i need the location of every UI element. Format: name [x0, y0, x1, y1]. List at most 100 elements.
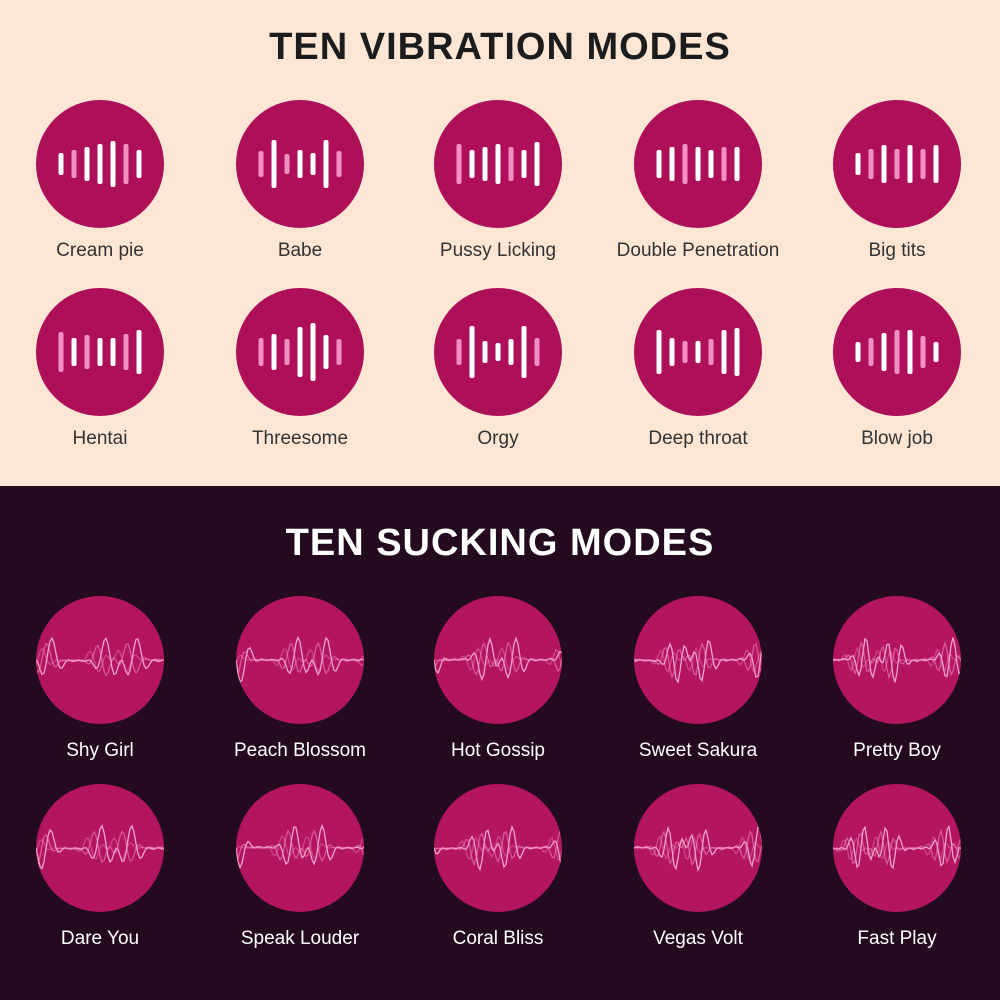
mode-label: Peach Blossom: [233, 740, 366, 761]
equalizer-bars-icon: [833, 288, 961, 416]
waveform-icon: [634, 596, 762, 724]
equalizer-bar: [97, 338, 103, 366]
vibration-mode[interactable]: Orgy: [398, 288, 598, 450]
waveform-line: [236, 647, 364, 673]
vibration-mode[interactable]: Pussy Licking: [398, 100, 598, 262]
waveform-icon: [434, 784, 562, 912]
equalizer-bar: [881, 333, 887, 371]
waveform-line: [434, 835, 562, 861]
equalizer-bar: [920, 336, 926, 368]
equalizer-bar: [894, 149, 900, 179]
sucking-mode[interactable]: Speak Louder: [200, 784, 400, 950]
waveform-line: [634, 825, 762, 873]
equalizer-bar: [310, 323, 316, 381]
equalizer-bar: [855, 342, 861, 362]
mode-label: Pussy Licking: [439, 240, 557, 261]
equalizer-bar: [323, 335, 329, 369]
equalizer-bar: [920, 149, 926, 179]
vibration-mode[interactable]: Hentai: [0, 288, 200, 450]
sucking-mode[interactable]: Fast Play: [797, 784, 997, 950]
sucking-mode[interactable]: Dare You: [0, 784, 200, 950]
vibration-mode[interactable]: Big tits: [797, 100, 997, 262]
equalizer-bar: [123, 334, 129, 370]
equalizer-bar: [933, 145, 939, 183]
waveform-icon: [236, 784, 364, 912]
mode-label: Sweet Sakura: [638, 740, 758, 761]
equalizer-bar: [708, 339, 714, 365]
mode-label: Speak Louder: [240, 928, 360, 949]
vibration-mode[interactable]: Blow job: [797, 288, 997, 450]
waveform-icon: [36, 596, 164, 724]
sucking-mode[interactable]: Coral Bliss: [398, 784, 598, 950]
equalizer-bar: [669, 338, 675, 366]
vibration-mode[interactable]: Cream pie: [0, 100, 200, 262]
equalizer-bar: [297, 327, 303, 377]
mode-label: Blow job: [861, 428, 933, 449]
waveform-line: [434, 646, 562, 671]
equalizer-bar: [907, 330, 913, 374]
equalizer-bar: [656, 330, 662, 374]
waveform-line: [634, 835, 762, 861]
equalizer-bar: [71, 338, 77, 366]
mode-label: Dare You: [60, 928, 140, 949]
sucking-mode[interactable]: Peach Blossom: [200, 596, 400, 762]
vibration-section-title: TEN VIBRATION MODES: [269, 26, 731, 68]
mode-label: Hentai: [72, 428, 128, 449]
equalizer-bars-icon: [236, 100, 364, 228]
equalizer-bar: [656, 150, 662, 178]
vibration-mode[interactable]: Double Penetration: [598, 100, 798, 262]
equalizer-bar: [508, 147, 514, 181]
waveform-icon: [236, 596, 364, 724]
waveform-line: [833, 828, 961, 867]
waveform-line: [434, 829, 562, 867]
equalizer-bar: [708, 150, 714, 178]
equalizer-bars-icon: [236, 288, 364, 416]
waveform-line: [36, 824, 164, 870]
equalizer-bar: [868, 338, 874, 366]
waveform-line: [236, 834, 364, 860]
mode-label: Deep throat: [648, 428, 748, 449]
equalizer-bar: [258, 338, 264, 366]
waveform-line: [634, 646, 762, 674]
equalizer-bar: [868, 149, 874, 179]
sucking-mode[interactable]: Pretty Boy: [797, 596, 997, 762]
waveform-icon: [36, 784, 164, 912]
sucking-mode[interactable]: Shy Girl: [0, 596, 200, 762]
waveform-line: [833, 646, 961, 673]
equalizer-bar: [894, 330, 900, 374]
sucking-mode[interactable]: Hot Gossip: [398, 596, 598, 762]
waveform-icon: [833, 784, 961, 912]
waveform-line: [36, 647, 164, 673]
waveform-line: [236, 641, 364, 677]
equalizer-bar: [521, 150, 527, 178]
equalizer-bar: [695, 147, 701, 181]
waveform-line: [36, 836, 164, 861]
mode-label: Double Penetration: [616, 240, 780, 261]
equalizer-bar: [721, 330, 727, 374]
sucking-mode[interactable]: Sweet Sakura: [598, 596, 798, 762]
mode-label: Babe: [277, 240, 323, 261]
equalizer-bar: [456, 144, 462, 184]
mode-label: Threesome: [251, 428, 349, 449]
waveform-line: [833, 640, 961, 680]
equalizer-bar: [284, 154, 290, 174]
vibration-modes-section: TEN VIBRATION MODES Cream pie Babe Pussy…: [0, 0, 1000, 486]
mode-label: Pretty Boy: [853, 740, 941, 761]
equalizer-bar: [682, 144, 688, 184]
equalizer-bar: [469, 150, 475, 178]
vibration-mode[interactable]: Deep throat: [598, 288, 798, 450]
vibration-mode[interactable]: Threesome: [200, 288, 400, 450]
equalizer-bars-icon: [634, 288, 762, 416]
mode-label: Shy Girl: [66, 740, 134, 761]
waveform-line: [833, 824, 961, 870]
sucking-mode[interactable]: Vegas Volt: [598, 784, 798, 950]
equalizer-bar: [881, 145, 887, 183]
equalizer-bar: [734, 147, 740, 181]
equalizer-bar: [71, 150, 77, 178]
equalizer-bar: [534, 338, 540, 366]
vibration-mode[interactable]: Babe: [200, 100, 400, 262]
equalizer-bars-icon: [833, 100, 961, 228]
equalizer-bars-icon: [36, 288, 164, 416]
equalizer-bar: [323, 140, 329, 188]
waveform-line: [833, 836, 961, 861]
